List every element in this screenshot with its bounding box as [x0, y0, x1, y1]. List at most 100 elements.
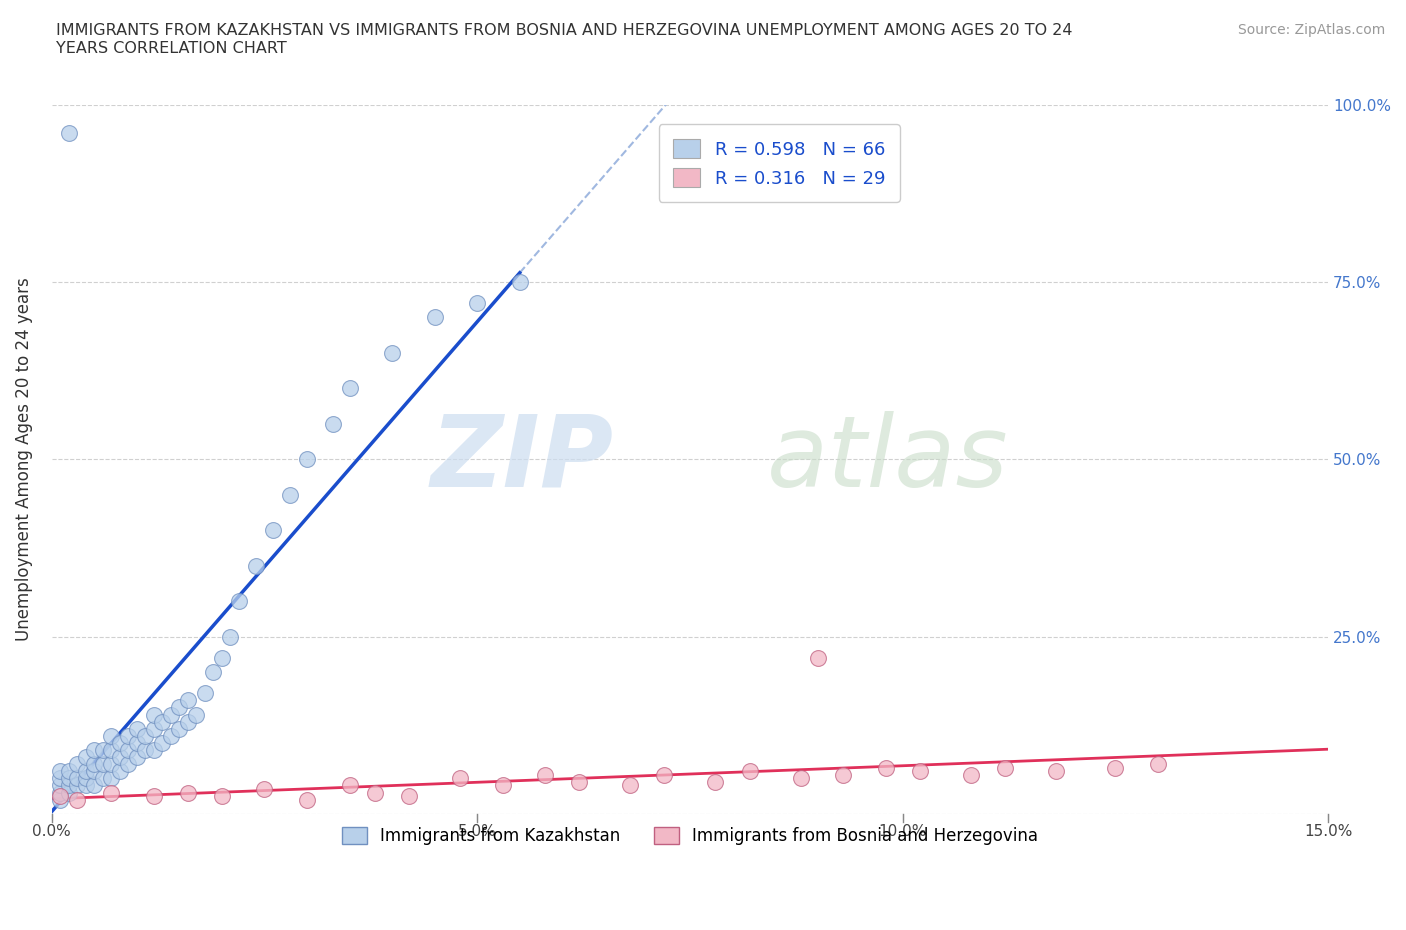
Point [142, 789, 165, 804]
Point [534, 767, 557, 782]
Point [295, 792, 318, 807]
Point [492, 778, 515, 793]
Point [134, 728, 156, 743]
Point [619, 778, 641, 793]
Point [150, 736, 173, 751]
Point [509, 274, 531, 289]
Point [211, 650, 233, 665]
Y-axis label: Unemployment Among Ages 20 to 24 years: Unemployment Among Ages 20 to 24 years [15, 277, 32, 641]
Text: Source: ZipAtlas.com: Source: ZipAtlas.com [1237, 23, 1385, 37]
Point [75, 764, 97, 778]
Point [125, 750, 148, 764]
Point [994, 761, 1017, 776]
Point [832, 767, 855, 782]
Point [228, 593, 250, 608]
Point [49, 785, 72, 800]
Point [100, 728, 122, 743]
Point [66, 778, 89, 793]
Point [449, 771, 471, 786]
Point [177, 714, 200, 729]
Point [91, 771, 114, 786]
Point [423, 310, 446, 325]
Point [66, 771, 89, 786]
Point [83, 778, 105, 793]
Point [100, 771, 122, 786]
Point [125, 736, 148, 751]
Point [169, 700, 191, 715]
Point [160, 707, 183, 722]
Point [194, 685, 217, 700]
Point [219, 629, 242, 644]
Point [1147, 757, 1170, 772]
Point [295, 452, 318, 467]
Point [278, 487, 301, 502]
Point [364, 785, 387, 800]
Point [66, 757, 89, 772]
Point [142, 722, 165, 737]
Text: ZIP: ZIP [430, 411, 613, 508]
Point [125, 722, 148, 737]
Point [49, 778, 72, 793]
Point [91, 742, 114, 757]
Point [262, 523, 284, 538]
Point [117, 757, 139, 772]
Point [1104, 761, 1126, 776]
Point [58, 778, 80, 793]
Point [108, 736, 131, 751]
Point [202, 665, 225, 680]
Point [142, 742, 165, 757]
Point [49, 789, 72, 804]
Point [322, 417, 344, 432]
Point [875, 761, 897, 776]
Point [58, 764, 80, 778]
Point [117, 728, 139, 743]
Point [49, 792, 72, 807]
Point [75, 750, 97, 764]
Point [1045, 764, 1067, 778]
Point [177, 785, 200, 800]
Point [75, 778, 97, 793]
Point [100, 742, 122, 757]
Point [381, 345, 404, 360]
Point [58, 771, 80, 786]
Point [83, 757, 105, 772]
Point [91, 757, 114, 772]
Point [100, 785, 122, 800]
Point [150, 714, 173, 729]
Point [142, 707, 165, 722]
Point [253, 781, 276, 796]
Point [806, 650, 828, 665]
Point [49, 771, 72, 786]
Point [789, 771, 811, 786]
Point [211, 789, 233, 804]
Point [83, 764, 105, 778]
Point [245, 558, 267, 573]
Point [58, 785, 80, 800]
Legend: Immigrants from Kazakhstan, Immigrants from Bosnia and Herzegovina: Immigrants from Kazakhstan, Immigrants f… [329, 814, 1052, 858]
Point [134, 742, 156, 757]
Point [108, 750, 131, 764]
Point [66, 792, 89, 807]
Point [49, 764, 72, 778]
Point [117, 742, 139, 757]
Point [908, 764, 931, 778]
Point [339, 381, 361, 396]
Point [568, 775, 591, 790]
Point [75, 771, 97, 786]
Text: atlas: atlas [766, 411, 1008, 508]
Point [738, 764, 761, 778]
Point [704, 775, 727, 790]
Point [339, 778, 361, 793]
Point [398, 789, 420, 804]
Point [465, 296, 488, 311]
Point [169, 722, 191, 737]
Point [654, 767, 676, 782]
Point [108, 764, 131, 778]
Point [83, 742, 105, 757]
Point [177, 693, 200, 708]
Point [160, 728, 183, 743]
Text: IMMIGRANTS FROM KAZAKHSTAN VS IMMIGRANTS FROM BOSNIA AND HERZEGOVINA UNEMPLOYMEN: IMMIGRANTS FROM KAZAKHSTAN VS IMMIGRANTS… [56, 23, 1073, 56]
Point [58, 126, 80, 140]
Point [959, 767, 981, 782]
Point [186, 707, 208, 722]
